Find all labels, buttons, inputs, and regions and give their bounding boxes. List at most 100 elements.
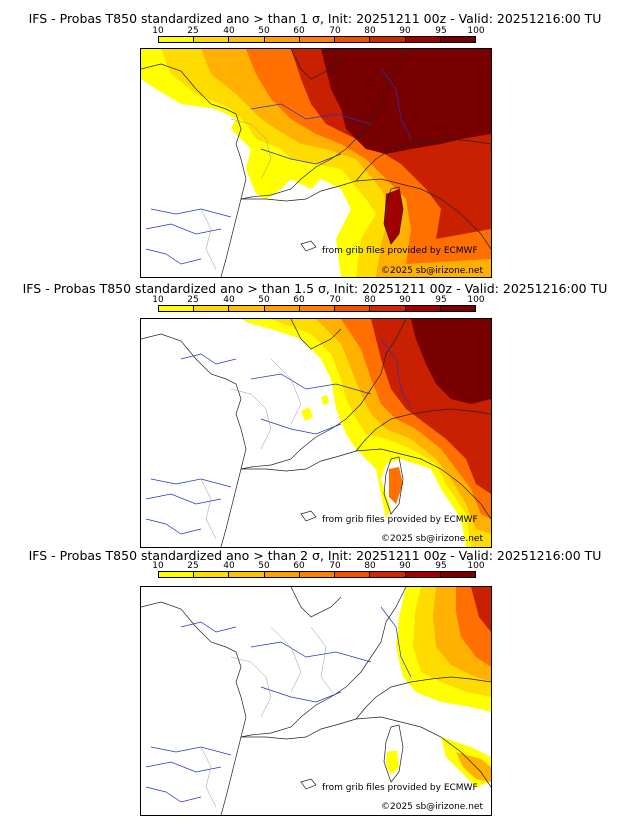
coastline-path	[141, 63, 247, 277]
coastline-path	[141, 601, 247, 815]
colorbar-swatch	[440, 37, 475, 42]
colorbar	[158, 571, 476, 578]
coastline-path	[290, 49, 342, 80]
colorbar-tick-label: 50	[258, 295, 270, 305]
colorbar-tick-label: 40	[223, 26, 235, 36]
river-path	[380, 338, 412, 410]
prob-zone-low	[321, 395, 329, 405]
coastline-path	[141, 333, 247, 547]
river-path	[250, 641, 372, 663]
river-path	[260, 148, 342, 165]
region-border-path	[270, 358, 302, 425]
river-path	[145, 223, 222, 235]
colorbar-swatch	[159, 572, 195, 577]
colorbar-tick-label: 25	[187, 561, 199, 571]
prob-zone-95	[321, 49, 491, 154]
region-border-path	[200, 208, 217, 270]
probability-map	[141, 587, 491, 815]
credit-source: from grib files provided by ECMWF	[322, 783, 478, 793]
colorbar-swatch	[299, 572, 336, 577]
region-border-path	[270, 626, 302, 693]
colorbar-swatch	[335, 37, 371, 42]
panel-title: IFS - Probas T850 standardized ano > tha…	[22, 281, 608, 296]
credit-copyright: ©2025 sb@irizone.net	[381, 802, 483, 812]
colorbar-tick-label: 25	[187, 295, 199, 305]
credit-source: from grib files provided by ECMWF	[322, 515, 478, 525]
island-outline	[300, 510, 317, 522]
coastline-path	[241, 178, 491, 250]
colorbar-swatch	[440, 306, 475, 311]
colorbar-swatch	[264, 572, 300, 577]
colorbar-tick-label: 95	[435, 26, 447, 36]
colorbar-tick-label: 95	[435, 295, 447, 305]
colorbar-tick-label: 60	[293, 561, 305, 571]
colorbar-tick-label: 10	[152, 26, 164, 36]
border-path	[240, 49, 407, 200]
colorbar-labels: 10 25 40 50 60 70 80 90 95 100	[152, 26, 484, 36]
region-border-path	[200, 478, 217, 540]
colorbar-tick-label: 50	[258, 561, 270, 571]
border-path	[240, 587, 407, 738]
colorbar-swatch	[229, 37, 265, 42]
colorbar-tick-label: 80	[364, 295, 376, 305]
colorbar-tick-label: 60	[293, 26, 305, 36]
coastline-path	[241, 448, 491, 520]
prob-zone-low	[301, 407, 313, 421]
colorbar-swatch	[194, 306, 230, 311]
colorbar-swatch	[370, 572, 406, 577]
map-frame	[140, 586, 492, 816]
colorbar-swatch	[159, 306, 195, 311]
colorbar-swatch	[405, 306, 441, 311]
prob-zone-80	[471, 587, 491, 632]
region-border-path	[200, 746, 217, 808]
colorbar-tick-label: 70	[329, 295, 341, 305]
panel-title: IFS - Probas T850 standardized ano > tha…	[28, 11, 602, 26]
river-path	[180, 621, 237, 633]
colorbar-tick-label: 60	[293, 295, 305, 305]
river-path	[150, 746, 232, 756]
river-path	[145, 761, 222, 773]
colorbar-swatch	[440, 572, 475, 577]
colorbar-labels: 10 25 40 50 60 70 80 90 95 100	[152, 295, 484, 305]
colorbar-tick-label: 80	[364, 561, 376, 571]
colorbar-swatch	[194, 37, 230, 42]
region-border-path	[230, 118, 272, 180]
colorbar-swatch	[335, 306, 371, 311]
colorbar-tick-label: 40	[223, 295, 235, 305]
credit-source: from grib files provided by ECMWF	[322, 246, 478, 256]
colorbar-tick-label: 90	[399, 26, 411, 36]
river-path	[145, 493, 222, 505]
river-path	[145, 248, 202, 265]
coastline-path	[290, 319, 342, 350]
river-path	[380, 68, 412, 140]
region-border-path	[230, 656, 272, 718]
river-path	[145, 518, 202, 535]
colorbar-tick-label: 25	[187, 26, 199, 36]
river-path	[145, 786, 202, 803]
border-path	[355, 676, 491, 720]
map-panel-1: IFS - Probas T850 standardized ano > tha…	[0, 0, 630, 280]
prob-zone-95	[411, 319, 491, 404]
colorbar-swatch	[299, 37, 336, 42]
colorbar-swatch	[370, 306, 406, 311]
map-panel-2: IFS - Probas T850 standardized ano > tha…	[0, 270, 630, 550]
prob-zone-corsica	[384, 189, 403, 244]
corsica-outline	[383, 456, 404, 515]
colorbar-swatch	[264, 306, 300, 311]
river-path	[380, 606, 412, 678]
river-path	[150, 208, 232, 218]
island-outline	[300, 240, 317, 252]
colorbar-swatch	[229, 572, 265, 577]
border-path	[240, 319, 407, 470]
region-border-path	[310, 626, 337, 698]
colorbar	[158, 305, 476, 312]
region-border-path	[230, 388, 272, 450]
colorbar-tick-label: 100	[467, 295, 485, 305]
colorbar-tick-label: 80	[364, 26, 376, 36]
colorbar-labels: 10 25 40 50 60 70 80 90 95 100	[152, 561, 484, 571]
map-frame	[140, 48, 492, 278]
colorbar	[158, 36, 476, 43]
river-path	[260, 418, 342, 435]
colorbar-tick-label: 100	[467, 26, 485, 36]
colorbar-swatch	[405, 37, 441, 42]
